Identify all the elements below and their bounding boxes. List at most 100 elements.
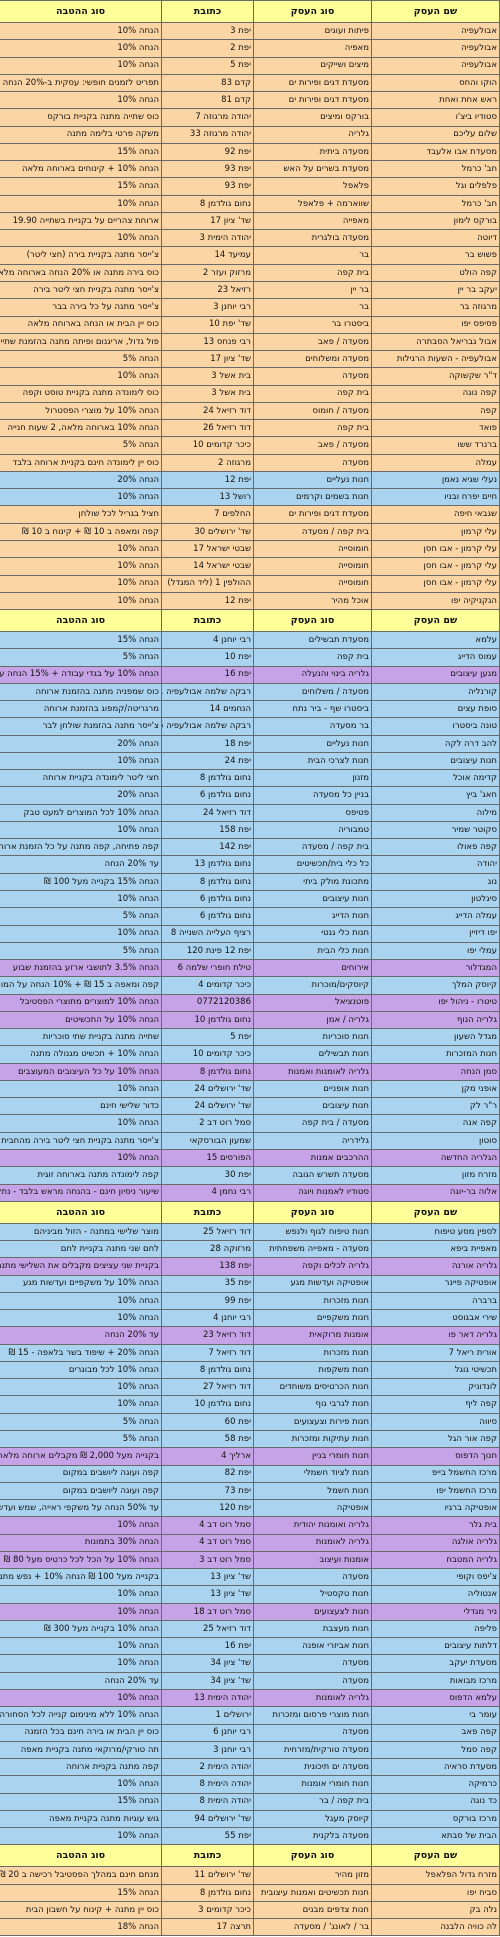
business-type: מסעדת דגים ופירות ים: [253, 505, 372, 524]
business-name: גלריה המטבח: [371, 1550, 500, 1570]
benefit: הנחה 10%: [0, 1775, 162, 1794]
benefit: הנחה 5%: [0, 648, 162, 667]
business-row: מרגוזה בר בר רבי יוחנן 3 צ'ייסר מתנה על כל …: [0, 298, 500, 317]
address: יפת 55: [161, 1827, 254, 1846]
address: סמל רוט דב 3: [161, 1550, 254, 1570]
address: מרזוק ועזר 2: [161, 263, 254, 282]
business-row: מרכז החשמל יפו חנות חשמל יפת 73 קפה ועוגה ל…: [0, 1481, 500, 1501]
header-row: שם העסק סוג העסק כתובת סוג ההטבה: [0, 1200, 500, 1224]
address: שבטי ישראל 17: [161, 539, 254, 559]
business-type: חנות תבשילים: [253, 1045, 372, 1064]
benefit: חצי ליטר לימונדה בקניית ארוחה: [0, 769, 162, 788]
business-type: כל כלי בית/תכשיטים: [253, 855, 372, 874]
business-type: חנות כלי הבית: [253, 941, 372, 961]
benefit: לחם שני מתנה בקניית לחם: [0, 1240, 162, 1259]
benefit: כדור שלישי חינם: [0, 1097, 162, 1116]
benefit: כוס בירה מתנה או 20% הנחה בארוחה מלאה: [0, 263, 162, 282]
address: שד' ציון 13: [161, 1585, 254, 1604]
business-type: אופטיקה ועדשות מגע: [253, 1274, 372, 1293]
address: נחום גולדמן 13: [161, 855, 254, 874]
benefit: הנחה 15%: [0, 1883, 162, 1902]
business-row: מרכז בורקס קיוסק מעגל שד' ירושלים 94 גוש עו…: [0, 1809, 500, 1829]
business-row: מסעדת סראיה מסעדה ים תיכונית יהודה הימית 2…: [0, 1758, 500, 1777]
business-type: סטודיו לאמנות ויוגה: [253, 1183, 372, 1202]
benefit: כוס שמפניה מתנה בהזמנת ארוחה: [0, 682, 162, 702]
business-name: סמן הנחה: [371, 1062, 500, 1081]
business-name: סוטון: [371, 1131, 500, 1151]
address: דוד רזיאל 7: [161, 1343, 254, 1362]
benefit: הנחה 10%: [0, 539, 162, 559]
address: יפת 18: [161, 734, 254, 753]
business-row: מסעדת אבו אלעבד מסעדה ביתית יפת 92 הנחה 15%: [0, 142, 500, 162]
address: שד' ירושלים 24: [161, 1079, 254, 1099]
business-type: מסעדה: [253, 1568, 372, 1587]
business-row: עלי קרמון - אבו חסן חומוסייה שבטי ישראל 14…: [0, 557, 500, 576]
benefit: צ'ייסר מתנה בהזמנת שולחן לבר: [0, 717, 162, 736]
business-type: חנות מוצרי פרסום ומזכרות: [253, 1706, 372, 1725]
business-type: חנות תכשיטים ואמנות עיצובית: [253, 1883, 372, 1902]
address: יפת 3: [161, 21, 254, 41]
business-type: מסעדה / פאב: [253, 332, 372, 352]
business-name: יהודה: [371, 855, 500, 874]
address: שד' ירושלים 24: [161, 1097, 254, 1116]
business-type: מסעדה: [253, 367, 372, 386]
business-row: מסעדת יעקב מסעדה שד' ציון 34 הנחה 10%: [0, 1654, 500, 1673]
business-name: עמוס הדייג: [371, 648, 500, 667]
column-header: סוג ההטבה: [0, 0, 162, 23]
benefit: הנחה 10%: [0, 890, 162, 909]
business-row: סיווה חנות פירות וצעצועים יפת 60 הנחה 5%: [0, 1412, 500, 1431]
business-name: שירי אבגוסט: [371, 1309, 500, 1328]
business-row: סמן הנחה גלריה לאומנות ואמנות נחום גולדמן …: [0, 1062, 500, 1081]
benefit: כוס יין מתנה + קינוח על חשבון הבית: [0, 1900, 162, 1920]
business-row: אבולעפיה פיתות ועוגים יפת 3 הנחה 10%: [0, 21, 500, 41]
business-name: נוג: [371, 872, 500, 892]
benefit: הנחה 10% לכל המוצרים למעט טבק: [0, 803, 162, 822]
business-name: קפה נוגה: [371, 384, 500, 403]
benefit: הנחה 10%: [0, 1378, 162, 1397]
business-type: בר / לאונג' / מסעדה: [253, 1918, 372, 1937]
benefit: הנחה 10% + תכשיט מגנולה מתנה: [0, 1045, 162, 1064]
business-name: המגדלור: [371, 959, 500, 978]
business-name: אלוה בר-יוגה: [371, 1183, 500, 1202]
benefit: הנחה 10%: [0, 751, 162, 771]
business-type: מסעדת דגים ופירות ים: [253, 91, 372, 110]
address: נחום גולדמן 8: [161, 872, 254, 892]
business-row: אבולעפיה מיצים ושייקים יפת 5 הנחה 10%: [0, 56, 500, 75]
business-row: קפה ליף חנות לגרבי גוף נחום גולדמן 10 הנחה …: [0, 1395, 500, 1414]
business-row: להב דרה לקה חנות נעליים יפת 18 הנחה 20%: [0, 734, 500, 753]
column-header: כתובת: [161, 609, 254, 633]
business-row: לה כוויה הלבנה בר / לאונג' / מסעדה תרצה 17…: [0, 1918, 500, 1937]
business-type: מסעדה: [253, 453, 372, 472]
business-type: חנות מזכרות: [253, 1343, 372, 1362]
business-type: קיוסקים/מוכרות: [253, 976, 372, 995]
benefit: הנחה 5%: [0, 1429, 162, 1449]
column-header: סוג העסק: [253, 1844, 372, 1868]
business-name: נלה בק: [371, 1900, 500, 1920]
business-name: אבולעפיה - השעות הרגילות: [371, 350, 500, 369]
address: יפת 5: [161, 1028, 254, 1047]
address: קדם 81: [161, 91, 254, 110]
business-row: פשוש בר בר עמיעד 14 צ'ייסר מתנה בקניית בירה…: [0, 246, 500, 265]
benefit: הנחה 5%: [0, 436, 162, 455]
business-name: הבית של סבתא: [371, 1827, 500, 1846]
address: יהודה הימית 3: [161, 229, 254, 248]
business-row: קדימה אוכל מזנון נחום גולדמן 8 חצי ליטר לימ…: [0, 769, 500, 788]
address: שד' ציון 17: [161, 350, 254, 369]
benefit: מוצר שלישי במתנה - הזול מביניהם: [0, 1222, 162, 1242]
business-name: ראש אחת ואחת: [371, 91, 500, 110]
business-type: פטיפס: [253, 803, 372, 822]
business-name: עמלה הדייג: [371, 907, 500, 926]
business-name: חנות עיצובים: [371, 751, 500, 771]
business-row: ניר מגדלי חנות לצעצועים סמל רוט דב 18 הנחה …: [0, 1602, 500, 1621]
address: נחום גולדמן 10: [161, 1395, 254, 1414]
business-name: קפה פאולו: [371, 838, 500, 857]
address: דוד רזיאל 26: [161, 419, 254, 438]
business-name: אופני מקן: [371, 1079, 500, 1099]
business-name: חב' כרמל: [371, 160, 500, 179]
business-row: קיוסק המלך קיוסקים/מוכרות כיכר קדומים 4 קפה…: [0, 976, 500, 995]
business-name: יעקב בר יין: [371, 280, 500, 300]
benefit: הנחה 20%: [0, 786, 162, 805]
business-type: בר יין: [253, 280, 372, 300]
business-type: גלריה ואומנות יהודית: [253, 1516, 372, 1535]
